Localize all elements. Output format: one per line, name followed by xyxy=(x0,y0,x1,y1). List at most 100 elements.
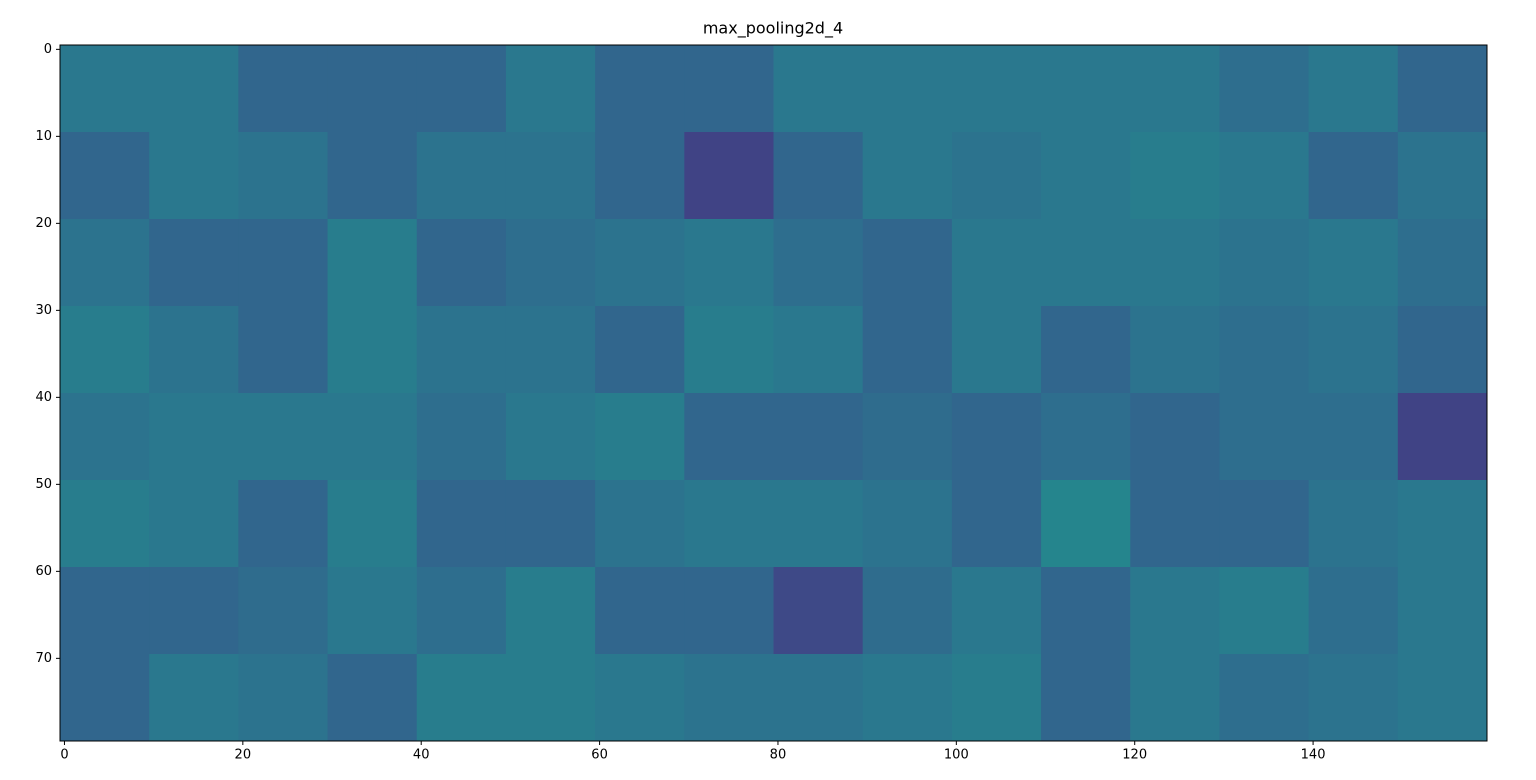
heatmap-cell xyxy=(416,132,507,220)
heatmap-cell xyxy=(149,567,239,655)
heatmap-cell xyxy=(1130,45,1220,133)
y-tick-label: 10 xyxy=(35,129,52,144)
heatmap-cell xyxy=(773,393,864,481)
heatmap-cell xyxy=(505,480,596,568)
heatmap-cell xyxy=(1308,132,1399,220)
heatmap-cell xyxy=(1397,654,1488,742)
heatmap-cell xyxy=(60,219,150,307)
heatmap-cell xyxy=(505,219,596,307)
heatmap-cell xyxy=(951,393,1042,481)
heatmap-cell xyxy=(60,45,150,133)
heatmap-cell xyxy=(1308,306,1399,394)
heatmap-cell xyxy=(505,654,596,742)
heatmap-cell xyxy=(60,393,150,481)
heatmap-cell xyxy=(60,480,150,568)
heatmap-cell xyxy=(595,219,685,307)
heatmap-cell xyxy=(1041,45,1131,133)
heatmap-cell xyxy=(238,219,329,307)
heatmap-cell xyxy=(595,45,685,133)
heatmap-cell xyxy=(862,393,953,481)
heatmap-cell xyxy=(1041,132,1131,220)
heatmap-cell xyxy=(1308,219,1399,307)
heatmap-cell xyxy=(951,654,1042,742)
heatmap-cell xyxy=(862,45,953,133)
heatmap-cell xyxy=(1219,45,1310,133)
heatmap-cell xyxy=(238,132,329,220)
heatmap-cell xyxy=(862,219,953,307)
chart-title: max_pooling2d_4 xyxy=(703,19,843,39)
heatmap-cell xyxy=(1219,654,1310,742)
heatmap-cell xyxy=(149,45,239,133)
x-tick-label: 40 xyxy=(413,748,430,763)
heatmap-cell xyxy=(595,393,685,481)
x-tick-label: 80 xyxy=(770,748,787,763)
heatmap-cell xyxy=(505,132,596,220)
heatmap-cell xyxy=(773,654,864,742)
heatmap-cell xyxy=(1041,393,1131,481)
heatmap-cell xyxy=(505,393,596,481)
heatmap-cell xyxy=(773,219,864,307)
x-tick-label: 0 xyxy=(60,748,68,763)
heatmap-cell xyxy=(684,45,774,133)
heatmap-cell xyxy=(684,480,774,568)
heatmap-cell xyxy=(862,480,953,568)
heatmap-cell xyxy=(1041,480,1131,568)
heatmap-cell xyxy=(327,654,418,742)
heatmap-cell xyxy=(951,45,1042,133)
heatmap-cell xyxy=(684,219,774,307)
heatmap-cell xyxy=(1041,306,1131,394)
heatmap-cell xyxy=(327,393,418,481)
heatmap-cell xyxy=(1219,480,1310,568)
y-tick-label: 20 xyxy=(35,216,52,231)
heatmap-cell xyxy=(1130,219,1220,307)
heatmap-cell xyxy=(416,306,507,394)
heatmap-cell xyxy=(1130,132,1220,220)
heatmap-cell xyxy=(149,132,239,220)
heatmap-cell xyxy=(60,567,150,655)
heatmap-cell xyxy=(60,654,150,742)
heatmap-cell xyxy=(238,480,329,568)
heatmap-cell xyxy=(1308,45,1399,133)
heatmap-cell xyxy=(238,393,329,481)
heatmap-cell xyxy=(684,393,774,481)
heatmap-cell xyxy=(1130,480,1220,568)
heatmap-cell xyxy=(951,219,1042,307)
heatmap-cell xyxy=(416,480,507,568)
y-tick-label: 0 xyxy=(44,42,52,57)
heatmap-cell xyxy=(238,567,329,655)
y-tick-label: 30 xyxy=(35,303,52,318)
heatmap-cell xyxy=(327,306,418,394)
y-tick-label: 50 xyxy=(35,477,52,492)
heatmap-cell xyxy=(951,132,1042,220)
heatmap-cell xyxy=(149,480,239,568)
heatmap-cell xyxy=(773,45,864,133)
x-tick-label: 60 xyxy=(591,748,608,763)
x-tick-label: 140 xyxy=(1301,748,1326,763)
heatmap-cell xyxy=(862,654,953,742)
heatmap-cell xyxy=(684,306,774,394)
heatmap-cell xyxy=(595,306,685,394)
heatmap-cell xyxy=(1219,393,1310,481)
heatmap-cell xyxy=(1130,567,1220,655)
heatmap-cell xyxy=(951,306,1042,394)
x-tick-label: 120 xyxy=(1122,748,1147,763)
y-tick-label: 60 xyxy=(35,564,52,579)
heatmap-cell xyxy=(1041,219,1131,307)
heatmap-cell xyxy=(238,45,329,133)
heatmap-cell xyxy=(416,654,507,742)
heatmap-cell xyxy=(327,219,418,307)
heatmap-cell xyxy=(1397,480,1488,568)
heatmap-cell xyxy=(773,567,864,655)
heatmap-cell xyxy=(862,132,953,220)
x-tick-label: 100 xyxy=(944,748,969,763)
heatmap-cell xyxy=(416,45,507,133)
heatmap-cell xyxy=(1219,567,1310,655)
heatmap-cell xyxy=(149,219,239,307)
heatmap-cell xyxy=(951,567,1042,655)
heatmap-cell xyxy=(773,306,864,394)
heatmap-cell xyxy=(1130,393,1220,481)
heatmap-cell xyxy=(1308,393,1399,481)
heatmap-cell xyxy=(862,306,953,394)
